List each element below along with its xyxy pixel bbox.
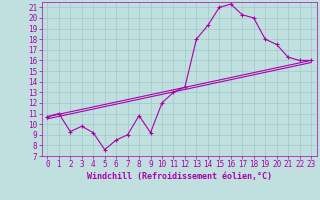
X-axis label: Windchill (Refroidissement éolien,°C): Windchill (Refroidissement éolien,°C) [87, 172, 272, 181]
